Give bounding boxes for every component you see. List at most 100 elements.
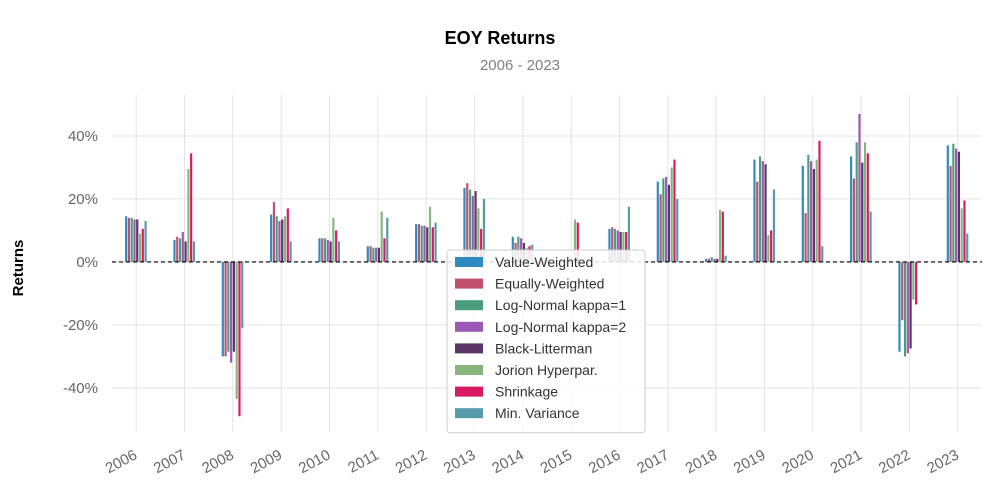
x-tick-label: 2020 [779,447,816,478]
bar [898,261,901,352]
bar [949,165,952,262]
x-tick-label: 2015 [538,447,575,478]
bar [289,241,292,262]
bar [428,206,432,262]
legend-label: Jorion Hyperpar. [495,362,598,378]
legend-label: Log-Normal kappa=2 [495,319,626,335]
bar [426,227,429,262]
bar [482,198,486,262]
bar [852,178,855,262]
bar [767,235,770,262]
bar [676,198,679,262]
y-tick-label: -20% [63,317,98,334]
bar [417,224,420,262]
bar [383,238,386,262]
bar [232,261,235,352]
bar [275,216,278,262]
bar [471,195,474,262]
bar [960,208,963,262]
legend-swatch [455,321,483,332]
legend-swatch [455,408,483,419]
x-tick-label: 2013 [441,447,478,478]
bar [608,228,611,262]
bar [667,184,670,262]
bar [466,183,469,262]
legend-label: Black-Litterman [495,340,592,356]
bar [611,227,614,262]
bar [337,241,341,262]
bar [756,181,759,262]
bar [136,219,139,262]
y-axis-label: Returns [10,240,27,297]
legend-label: Log-Normal kappa=1 [495,297,626,313]
bar [821,246,824,262]
bar [855,142,858,262]
bar [241,261,244,329]
bar [807,154,810,262]
bar [753,159,756,262]
bar [758,156,762,262]
bar [662,178,665,262]
x-tick-label: 2022 [876,447,913,478]
bar [710,257,713,262]
bar [716,258,719,262]
bar [705,258,708,262]
bar [713,258,716,262]
bar [665,176,668,262]
bar [707,258,710,262]
bar [724,255,727,262]
bar [144,220,147,262]
bar [858,113,861,262]
bar [335,230,338,262]
bar [627,206,631,262]
bar [377,247,380,262]
bar [801,165,804,262]
bar [861,162,864,262]
bar [238,261,241,417]
legend-swatch [455,257,483,267]
legend: Value-Weighted Equally-Weighted Log-Normal… [446,249,646,434]
bar [138,233,142,262]
chart-subtitle: 2006 - 2023 [480,57,560,74]
bar [420,225,423,262]
legend-label: Shrinkage [495,384,558,400]
bar [173,239,176,262]
x-tick-label: 2023 [924,447,961,478]
bar [190,153,193,262]
bar [332,217,335,262]
bar [616,230,619,262]
x-tick-label: 2011 [345,447,381,477]
bar [772,189,776,262]
bar [141,228,144,262]
bar [764,164,767,262]
bar [323,238,327,262]
bar [866,153,869,262]
bar [230,261,233,363]
bar [718,209,722,262]
legend-swatch [455,300,483,311]
bar [326,239,329,262]
bar [480,228,483,262]
legend-label: Min. Variance [495,405,580,421]
bar [952,143,955,262]
x-tick-label: 2008 [199,447,236,478]
bar [321,238,324,262]
bar [278,220,281,262]
bar [659,194,662,262]
x-tick-label: 2006 [103,447,140,478]
y-tick-label: 0% [76,254,98,271]
bar [957,151,960,262]
x-tick-label: 2021 [828,447,865,478]
y-tick-label: -40% [63,380,98,397]
bar [227,261,230,352]
bar [369,246,372,262]
bar [463,187,466,262]
bar [281,219,284,262]
bar [184,241,187,262]
x-tick-labels: 2006 2007 2008 2009 2010 2011 2012 2013 2014 2015… [103,447,962,478]
bar [815,159,818,262]
x-tick-label: 2012 [393,447,430,478]
bar [517,236,520,262]
bar [187,169,190,262]
bar [286,208,289,262]
